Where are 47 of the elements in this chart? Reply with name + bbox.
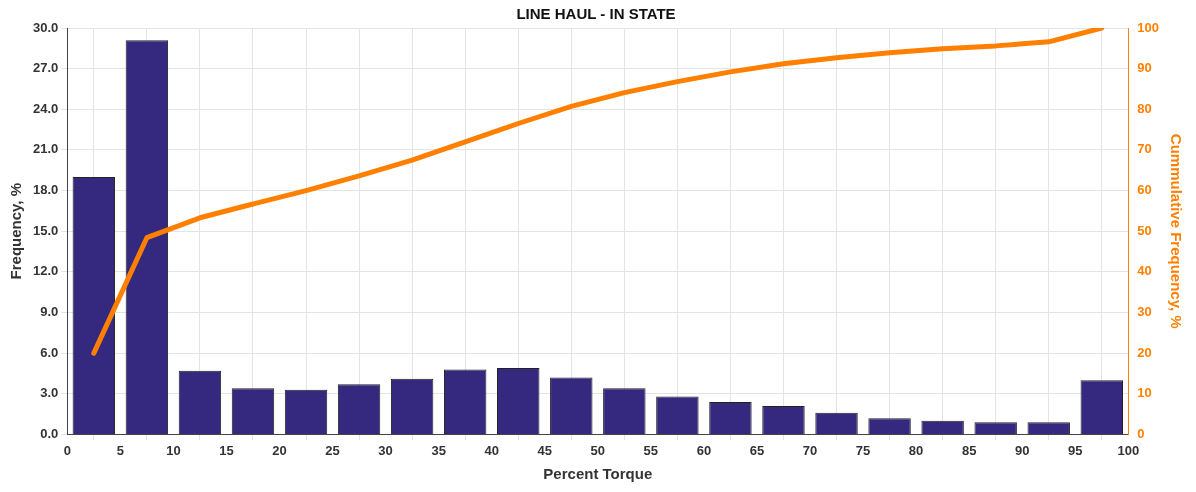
y-tick-label: 18.0: [32, 182, 59, 198]
x-tick-label: 30: [378, 442, 393, 458]
y2-tick-label: 30: [1137, 304, 1152, 320]
y2-tick-label: 80: [1137, 100, 1152, 116]
y2-tick-label: 70: [1137, 141, 1152, 157]
y-tick-label: 0.0: [40, 425, 59, 441]
y2-tick-label: 40: [1137, 263, 1152, 279]
x-tick-label: 35: [431, 442, 446, 458]
y-tick-label: 27.0: [32, 60, 59, 76]
x-tick-label: 80: [908, 442, 924, 458]
y2-tick-label: 60: [1137, 182, 1152, 198]
x-tick-label: 40: [484, 442, 499, 458]
x-tick-label: 65: [749, 442, 765, 458]
x-tick-label: 0: [63, 442, 71, 458]
y-tick-label: 30.0: [32, 19, 59, 35]
x-tick-label: 75: [855, 442, 871, 458]
x-tick-label: 85: [961, 442, 977, 458]
y2-tick-label: 50: [1137, 222, 1152, 238]
x-tick-label: 5: [116, 442, 124, 458]
y-tick-label: 9.0: [40, 304, 59, 320]
y-tick-label: 24.0: [32, 100, 59, 116]
y-axis-title: Frequency, %: [7, 182, 25, 280]
x-axis-title: Percent Torque: [543, 465, 653, 483]
x-tick-label: 50: [590, 442, 606, 458]
x-tick-label: 90: [1014, 442, 1030, 458]
x-tick-label: 20: [272, 442, 287, 458]
x-tick-label: 45: [537, 442, 552, 458]
x-tick-label: 55: [643, 442, 659, 458]
y2-tick-label: 10: [1137, 385, 1152, 401]
x-tick-label: 15: [219, 442, 234, 458]
y2-tick-label: 100: [1137, 19, 1160, 35]
y-tick-label: 12.0: [32, 263, 59, 279]
x-tick-label: 60: [696, 442, 712, 458]
x-tick-label: 10: [166, 442, 181, 458]
y2-tick-label: 0: [1137, 425, 1145, 441]
y-tick-label: 15.0: [32, 222, 59, 238]
x-tick-label: 95: [1068, 442, 1083, 458]
y2-tick-label: 90: [1137, 60, 1152, 76]
x-tick-label: 100: [1117, 442, 1140, 458]
y2-tick-label: 20: [1137, 344, 1152, 360]
y-tick-label: 3.0: [40, 385, 59, 401]
y-tick-label: 6.0: [40, 344, 59, 360]
x-tick-label: 25: [325, 442, 340, 458]
y2-axis-title: Cummulative Frequency, %: [1167, 133, 1185, 329]
chart-title: LINE HAUL - IN STATE: [516, 5, 676, 23]
x-tick-label: 70: [802, 442, 818, 458]
y-tick-label: 21.0: [32, 141, 59, 157]
